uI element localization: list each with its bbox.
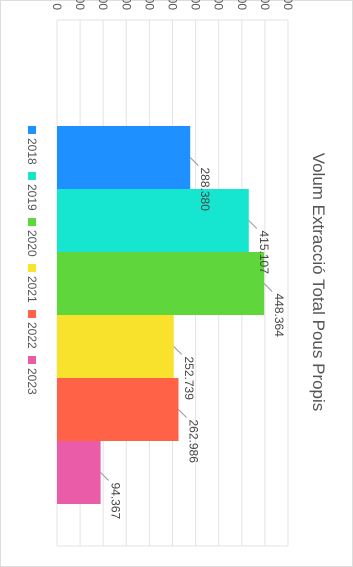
bar (57, 126, 191, 189)
legend-swatch (28, 356, 36, 364)
legend-label: 2019 (25, 184, 39, 211)
data-label-leader (173, 346, 183, 355)
y-tick-label: 350.000 (212, 0, 226, 10)
bar (56, 441, 101, 504)
data-label: 415.107 (257, 231, 271, 275)
y-tick-label: 50.000 (73, 0, 87, 10)
y-tick-labels: 0 50.000 100.000 150.000 200.000 250.000 300.0… (50, 0, 295, 10)
chart-title: Volum Extracció Total Pous Propis (309, 153, 328, 412)
y-tick-label: 250.000 (166, 0, 180, 10)
legend-swatch (28, 172, 36, 180)
legend-swatch (28, 264, 36, 272)
data-label-leader (178, 409, 187, 418)
y-tick-label: 100.000 (96, 0, 110, 10)
legend-label: 2022 (25, 322, 39, 349)
data-label-leader (263, 283, 273, 292)
bar (57, 252, 265, 315)
legend-label: 2021 (25, 276, 39, 303)
legend-label: 2020 (25, 230, 39, 257)
y-tick-label: 400.000 (235, 0, 249, 10)
data-label-leader (100, 472, 109, 481)
bars (56, 126, 265, 504)
bar (56, 378, 179, 441)
legend-swatch (28, 126, 36, 134)
data-label-leader (189, 157, 199, 166)
rotated-chart-group: Volum Extracció Total Pous Propis 0 50.00… (25, 0, 328, 547)
bar (57, 189, 249, 252)
data-label: 94.367 (109, 483, 123, 520)
data-label: 262.986 (186, 420, 200, 464)
bar (56, 315, 174, 378)
legend-swatch (28, 218, 36, 226)
legend: 2018 2019 2020 2021 2022 2023 (25, 126, 39, 395)
legend-label: 2023 (25, 368, 39, 395)
data-label-leader (248, 220, 258, 229)
legend-swatch (28, 310, 36, 318)
legend-label: 2018 (25, 138, 39, 165)
y-tick-label: 200.000 (142, 0, 156, 10)
y-tick-label: 500.000 (281, 0, 295, 10)
data-label: 252.739 (182, 357, 196, 401)
y-tick-label: 450.000 (258, 0, 272, 10)
bar-labels: 288.380 415.107 448.364 252.739 262.986 94.36… (100, 157, 286, 520)
y-tick-label: 300.000 (189, 0, 203, 10)
y-tick-label: 150.000 (119, 0, 133, 10)
data-label: 448.364 (272, 294, 286, 338)
y-tick-label: 0 (50, 3, 64, 10)
data-label: 288.380 (198, 168, 212, 212)
